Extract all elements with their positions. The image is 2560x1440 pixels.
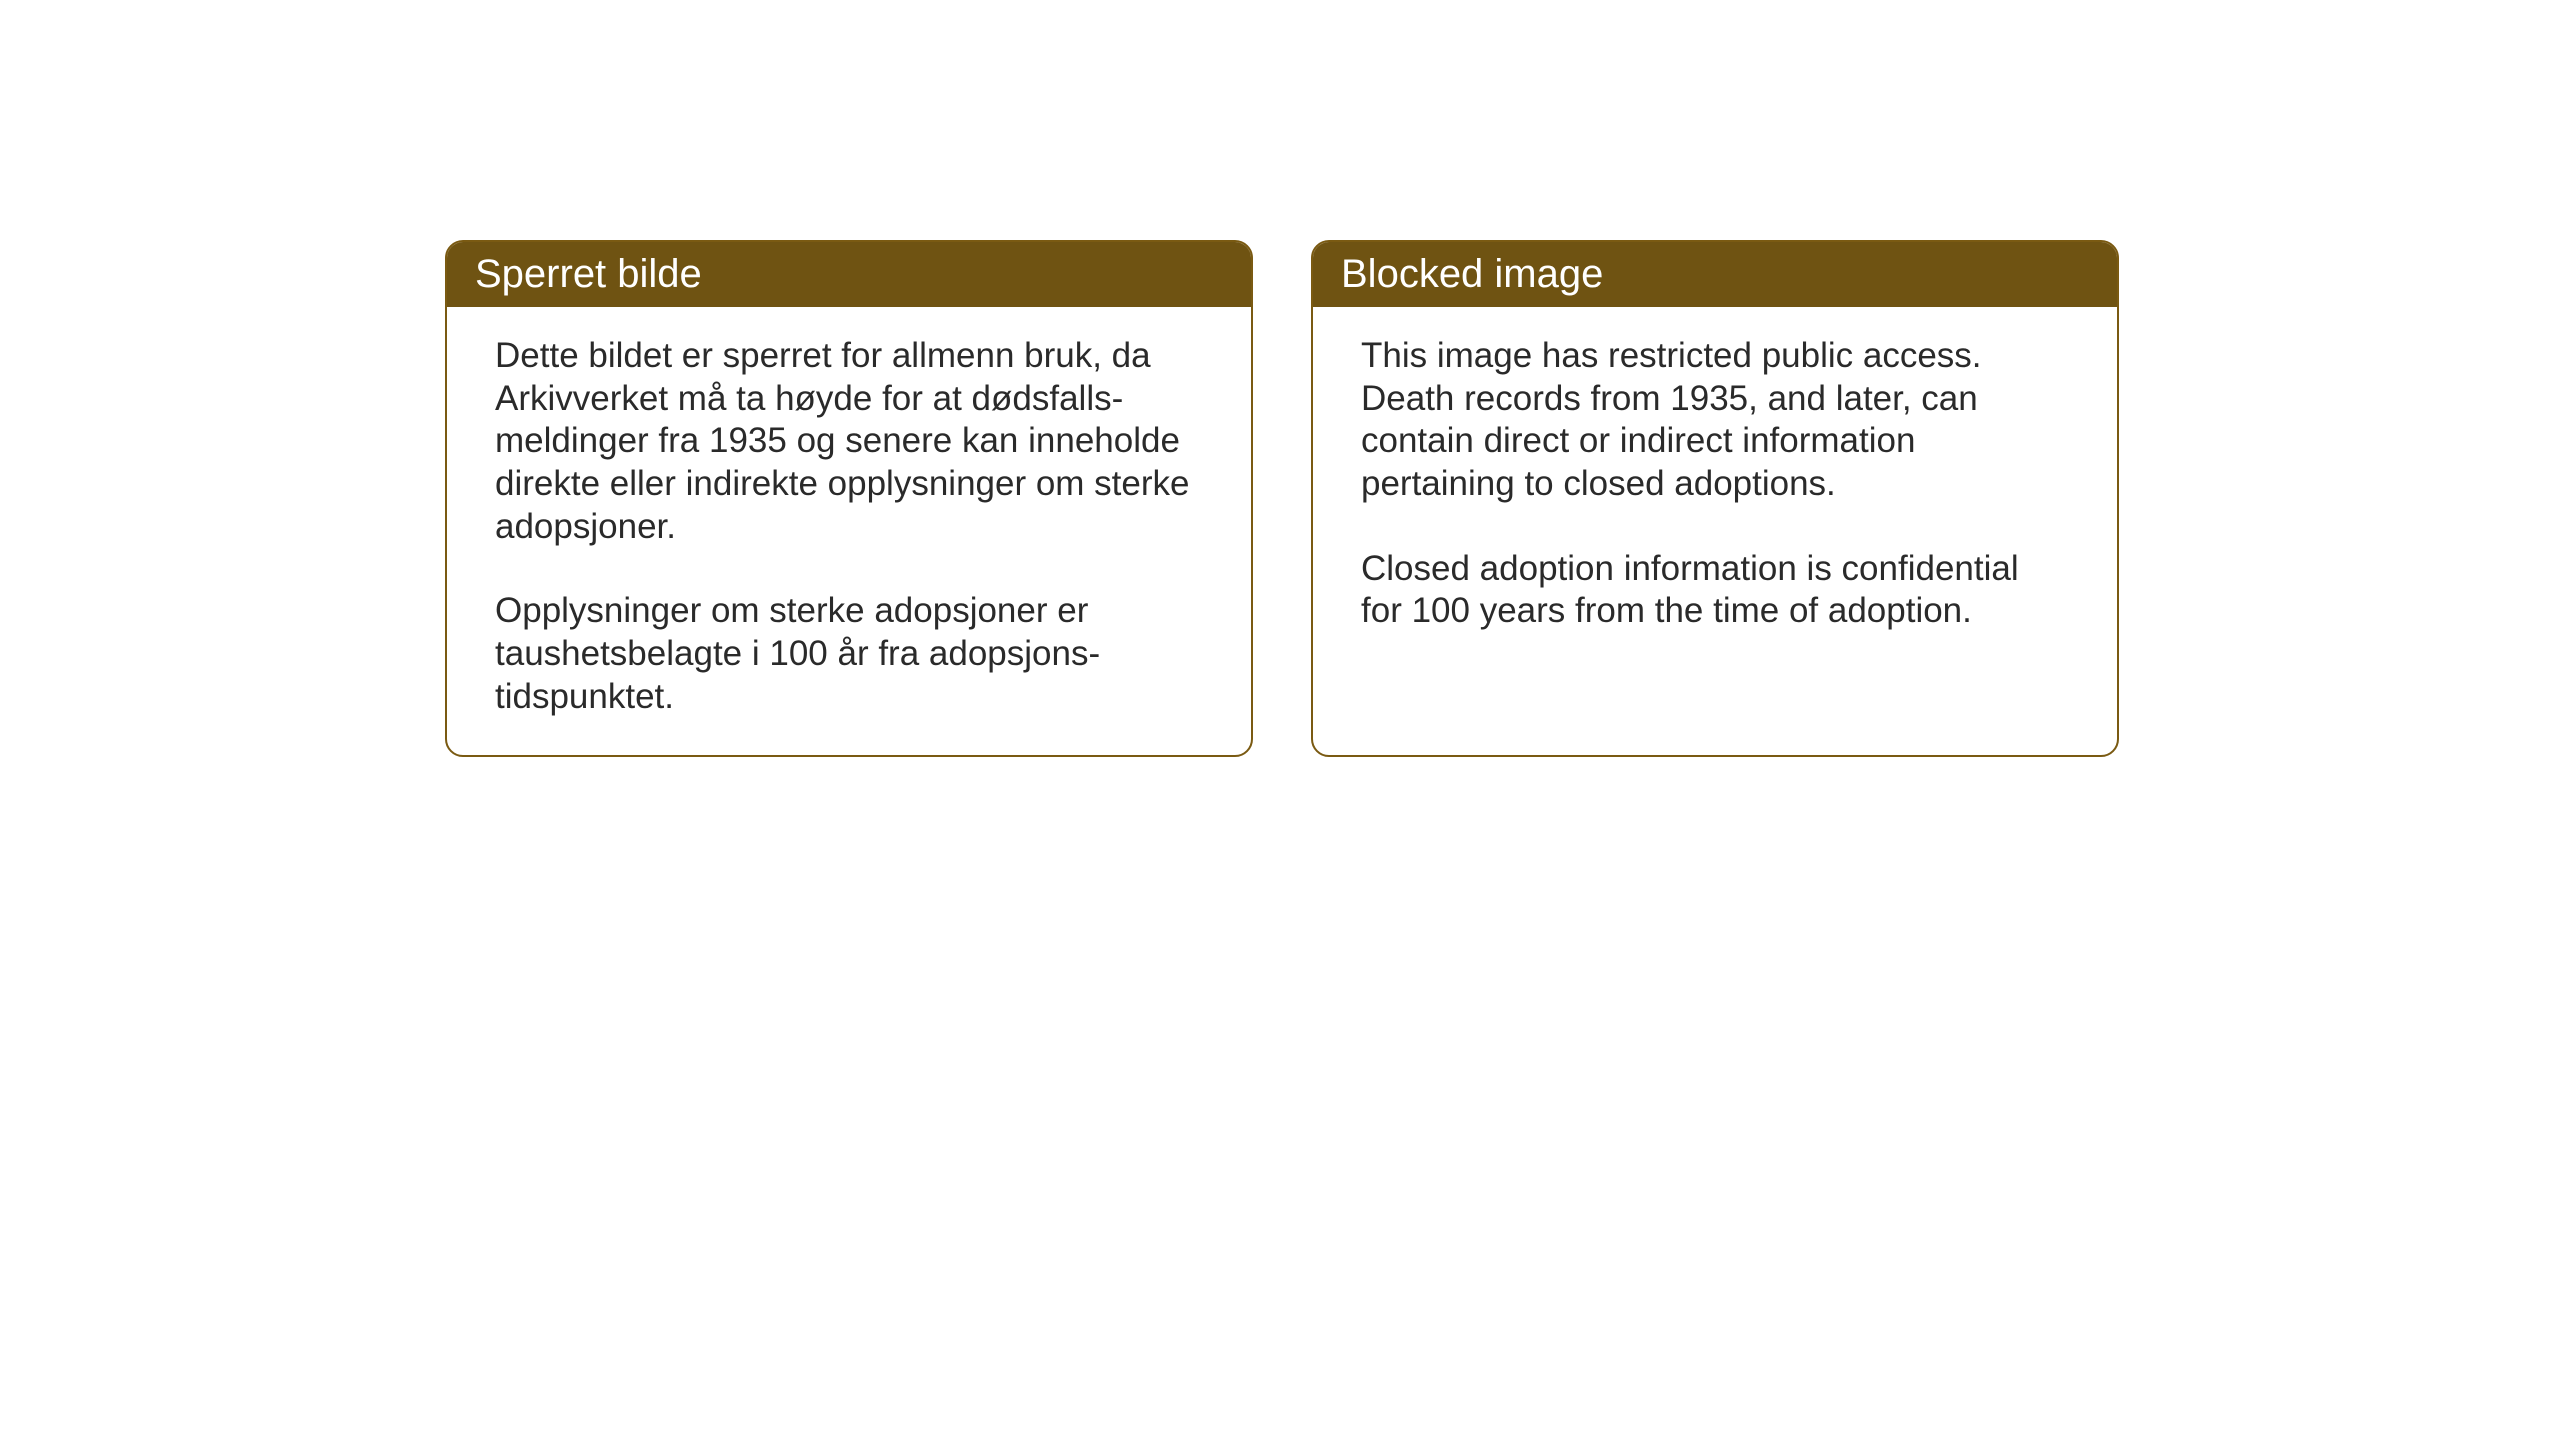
notice-paragraph-1-english: This image has restricted public access.…: [1361, 335, 2069, 506]
notice-paragraph-2-norwegian: Opplysninger om sterke adopsjoner er tau…: [495, 590, 1203, 718]
notice-paragraph-1-norwegian: Dette bildet er sperret for allmenn bruk…: [495, 335, 1203, 548]
notice-body-norwegian: Dette bildet er sperret for allmenn bruk…: [447, 307, 1251, 755]
notice-card-norwegian: Sperret bilde Dette bildet er sperret fo…: [445, 240, 1253, 757]
notice-card-english: Blocked image This image has restricted …: [1311, 240, 2119, 757]
notice-paragraph-2-english: Closed adoption information is confident…: [1361, 548, 2069, 633]
notice-container: Sperret bilde Dette bildet er sperret fo…: [445, 240, 2119, 757]
notice-title-english: Blocked image: [1313, 242, 2117, 307]
notice-title-norwegian: Sperret bilde: [447, 242, 1251, 307]
notice-body-english: This image has restricted public access.…: [1313, 307, 2117, 669]
